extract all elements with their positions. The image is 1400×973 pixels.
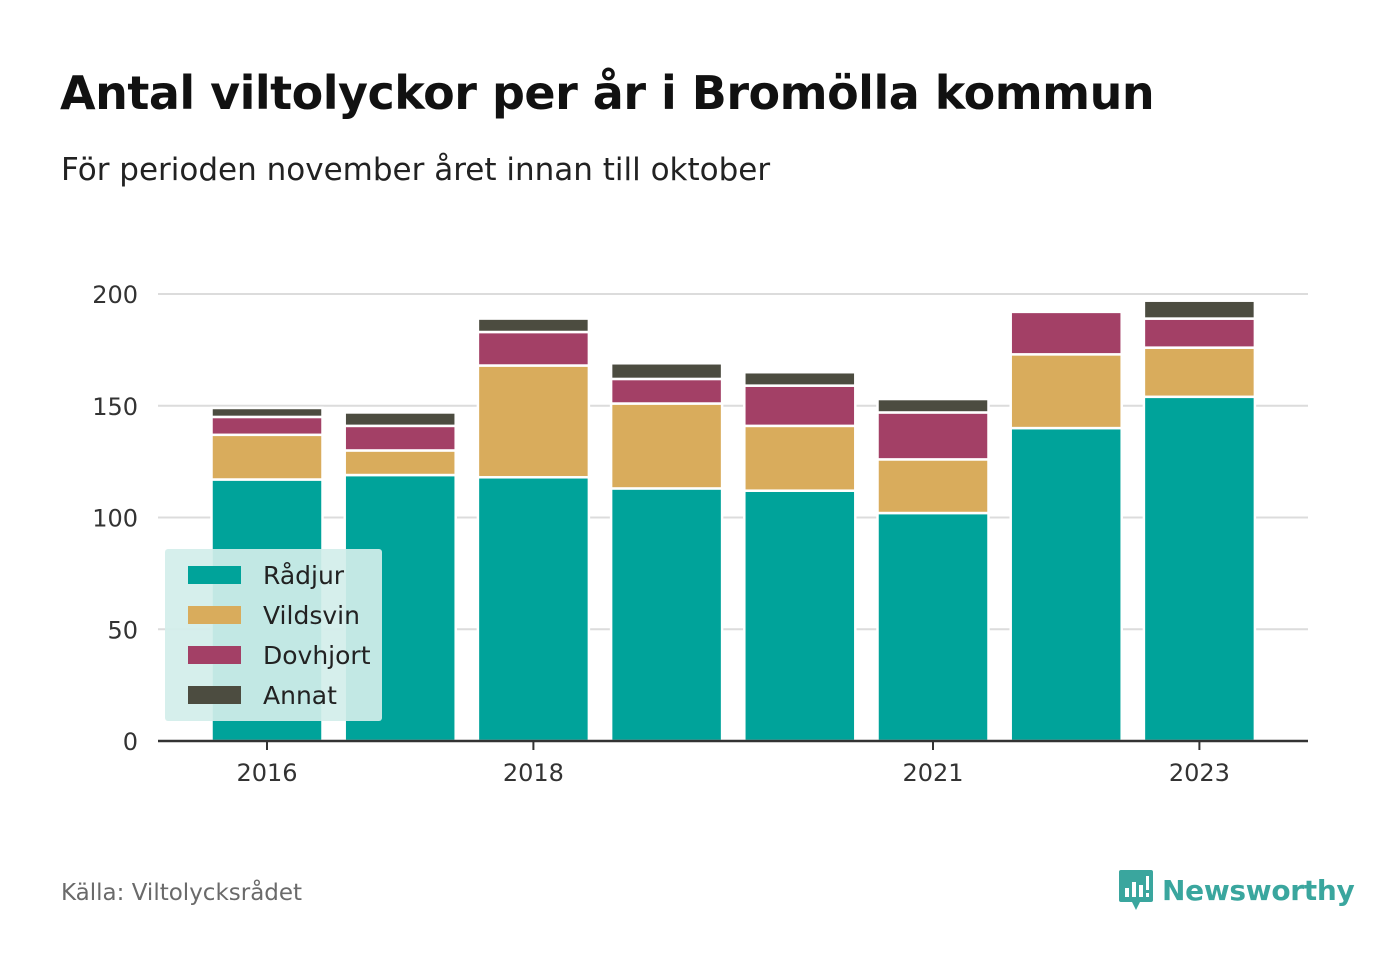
bar-segment-annat-2018 xyxy=(476,317,591,334)
axes: 0 50 100 150 200 2016 2018 2021 2023 xyxy=(92,281,1308,787)
bar-segment-radjur-2020 xyxy=(743,489,857,743)
legend-label-vildsvin: Vildsvin xyxy=(263,600,360,630)
legend-label-dovhjort: Dovhjort xyxy=(263,640,371,670)
bar-segment-annat-2019 xyxy=(609,362,724,381)
newsworthy-brand-name: Newsworthy xyxy=(1162,873,1355,907)
legend-label-annat: Annat xyxy=(263,680,337,710)
bar-segment-dovhjort-2016 xyxy=(210,415,324,437)
legend-swatch-radjur xyxy=(188,566,241,584)
bar-segment-annat-2023 xyxy=(1142,299,1257,320)
bar-segment-dovhjort-2022 xyxy=(1009,310,1123,356)
newsworthy-logo-icon xyxy=(1119,870,1153,910)
x-tick-label: 2023 xyxy=(1169,759,1230,787)
bar-segment-annat-2020 xyxy=(743,370,857,387)
y-tick-label: 100 xyxy=(92,505,138,533)
x-tick-label: 2018 xyxy=(503,759,564,787)
bar-segment-annat-2016 xyxy=(210,406,324,419)
x-tick-label: 2016 xyxy=(236,759,297,787)
legend-swatch-dovhjort xyxy=(188,646,241,664)
y-tick-label: 200 xyxy=(92,281,138,309)
bar-segment-vildsvin-2018 xyxy=(476,364,591,479)
bar-segment-vildsvin-2019 xyxy=(609,402,724,490)
bar-segment-radjur-2018 xyxy=(476,476,591,743)
bar-segment-radjur-2019 xyxy=(609,487,724,743)
legend-label-radjur: Rådjur xyxy=(263,560,345,590)
bar-segment-radjur-2022 xyxy=(1009,426,1123,743)
bar-segment-annat-2021 xyxy=(876,397,990,414)
bar-segment-dovhjort-2023 xyxy=(1142,317,1257,349)
legend-swatch-vildsvin xyxy=(188,606,241,624)
bar-segment-radjur-2021 xyxy=(876,511,990,743)
bar-segment-dovhjort-2017 xyxy=(343,424,457,452)
chart-title: Antal viltolyckor per år i Bromölla komm… xyxy=(60,66,1155,120)
legend-item-radjur: Rådjur xyxy=(188,560,344,590)
source-note: Källa: Viltolycksrådet xyxy=(61,880,303,906)
legend-item-annat: Annat xyxy=(188,680,337,710)
newsworthy-logo: Newsworthy xyxy=(1118,868,1355,912)
y-tick-label: 50 xyxy=(107,616,138,644)
bar-segment-radjur-2023 xyxy=(1142,395,1257,743)
legend-item-dovhjort: Dovhjort xyxy=(188,640,371,670)
bar-segment-vildsvin-2021 xyxy=(876,458,990,515)
bar-segment-vildsvin-2016 xyxy=(210,433,324,481)
x-tick-label: 2021 xyxy=(902,759,963,787)
bar-segment-dovhjort-2018 xyxy=(476,330,591,367)
bar-segment-annat-2017 xyxy=(343,411,457,428)
bar-segment-vildsvin-2020 xyxy=(743,424,857,492)
chart-subtitle: För perioden november året innan till ok… xyxy=(61,152,771,188)
bar-segment-vildsvin-2022 xyxy=(1009,353,1123,430)
bar-segment-dovhjort-2021 xyxy=(876,411,990,461)
bar-segment-dovhjort-2020 xyxy=(743,384,857,428)
y-tick-label: 150 xyxy=(92,393,138,421)
legend-item-vildsvin: Vildsvin xyxy=(188,600,360,630)
bar-segment-vildsvin-2023 xyxy=(1142,346,1257,399)
legend: Rådjur Vildsvin Dovhjort Annat xyxy=(165,549,382,721)
bar-segment-dovhjort-2019 xyxy=(609,377,724,405)
bar-segment-vildsvin-2017 xyxy=(343,449,457,477)
y-tick-label: 0 xyxy=(123,728,138,756)
legend-swatch-annat xyxy=(188,686,241,704)
